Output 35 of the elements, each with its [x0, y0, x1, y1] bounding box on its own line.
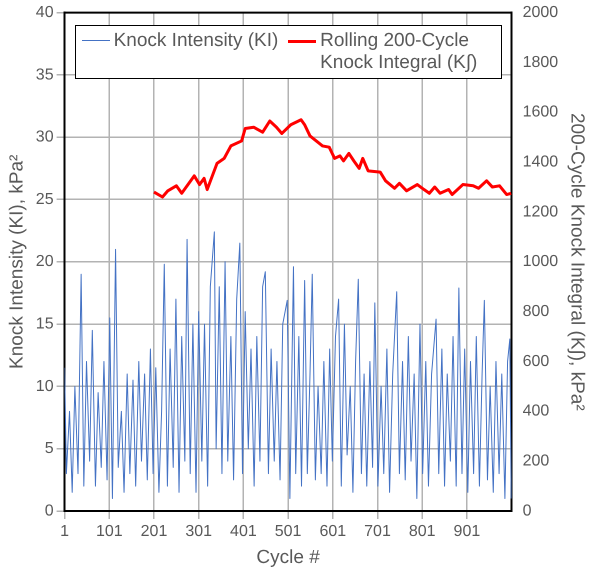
y-axis-title: Knock Intensity (KI), kPa² [6, 154, 28, 369]
y-tick-label: 15 [36, 316, 54, 333]
x-tick-label: 601 [319, 523, 346, 540]
y2-tick-label: 2000 [522, 4, 558, 22]
y2-tick-label: 1600 [522, 104, 558, 121]
x-tick-label: 901 [454, 523, 480, 540]
x-tick-label: 201 [140, 523, 168, 540]
y2-tick-label: 0 [522, 502, 532, 520]
x-tick-label: 1 [60, 523, 70, 540]
legend-label: Knock Intensity (KI) [114, 30, 278, 52]
y-tick-label: 35 [36, 66, 54, 84]
x-tick-label: 101 [96, 523, 123, 540]
y-tick-label: 10 [36, 378, 54, 395]
y2-tick-label: 1000 [522, 253, 558, 270]
y2-tick-label: 1400 [522, 154, 558, 171]
y-tick-label: 40 [36, 4, 54, 22]
x-tick-label: 701 [364, 523, 391, 540]
y-tick-label: 0 [44, 502, 54, 520]
x-tick-label: 401 [230, 523, 257, 540]
y2-tick-label: 600 [522, 352, 550, 370]
y2-axis-title: 200-Cycle Knock Integral (K∫), kPa² [566, 112, 588, 411]
x-tick-label: 801 [408, 523, 436, 540]
legend-label: Rolling 200-Cycle Knock Integral (K∫) [320, 30, 478, 74]
y2-tick-label: 200 [522, 452, 550, 470]
x-tick-label: 501 [274, 523, 302, 540]
y2-tick-label: 1800 [522, 54, 558, 71]
y-tick-label: 25 [36, 190, 54, 208]
y-tick-label: 20 [36, 253, 54, 270]
x-axis-title: Cycle # [256, 546, 320, 568]
y2-tick-label: 400 [522, 402, 550, 420]
y2-tick-label: 1200 [522, 203, 558, 220]
y2-tick-label: 800 [522, 303, 550, 320]
x-tick-label: 301 [185, 523, 212, 540]
y-tick-label: 30 [36, 128, 54, 146]
y-tick-label: 5 [44, 440, 54, 458]
